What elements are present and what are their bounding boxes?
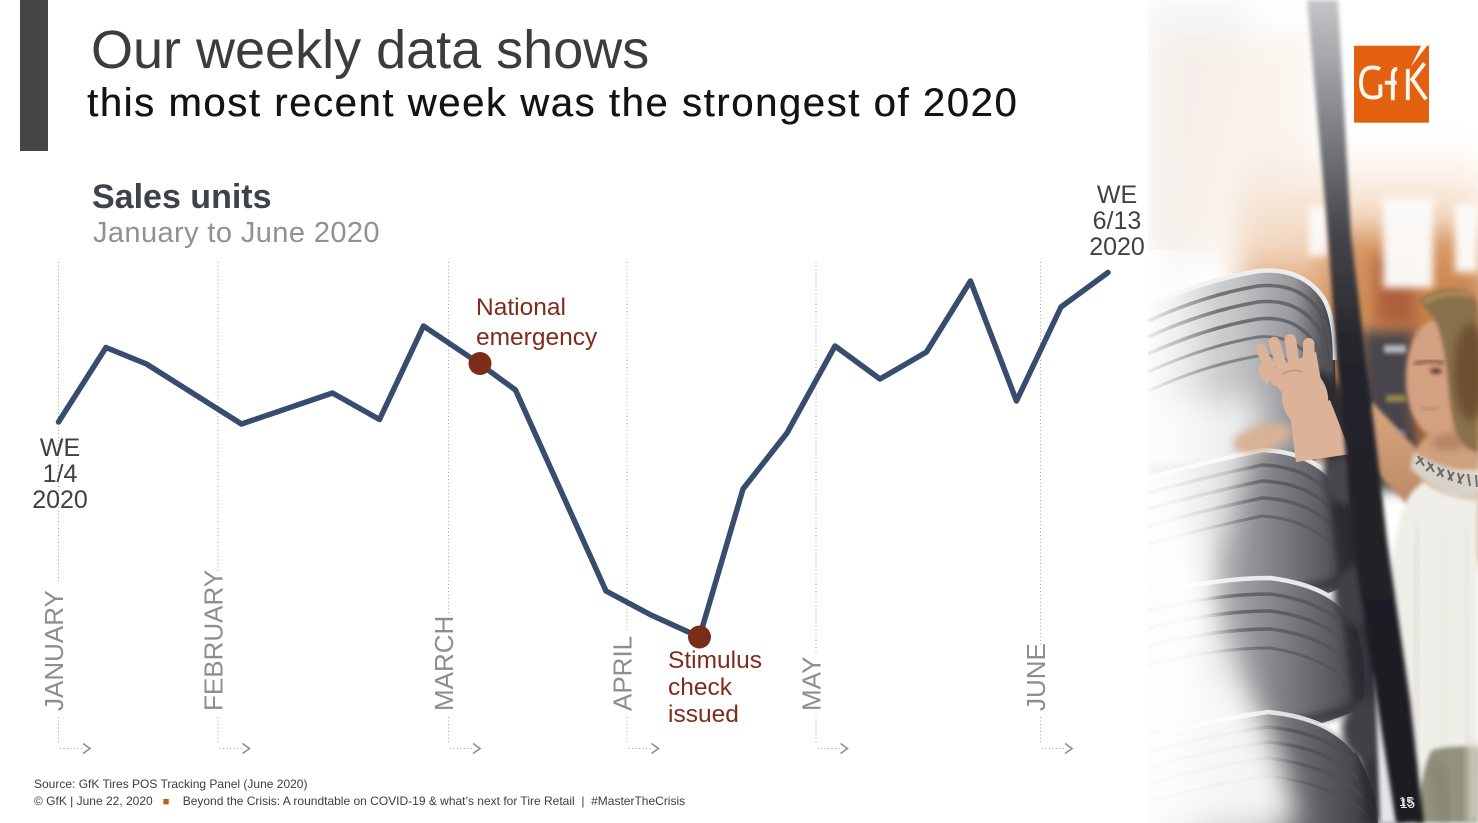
svg-text:FEBRUARY: FEBRUARY — [199, 570, 229, 711]
svg-text:MAY: MAY — [797, 657, 827, 711]
svg-text:JANUARY: JANUARY — [39, 590, 69, 711]
svg-text:15: 15 — [1400, 796, 1415, 811]
svg-text:JUNE: JUNE — [1021, 643, 1051, 711]
svg-text:MARCH: MARCH — [429, 616, 459, 711]
svg-text:APRIL: APRIL — [608, 636, 638, 711]
